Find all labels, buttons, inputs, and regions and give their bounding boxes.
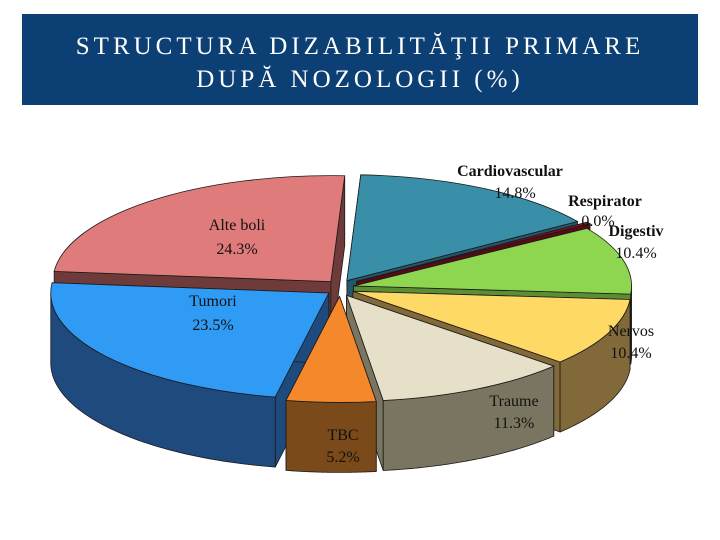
slice-label-name: Nervos — [608, 323, 654, 340]
slice-label-name: Cardiovascular — [457, 163, 563, 180]
pie-slice-top — [285, 295, 377, 403]
pie-slice-top — [345, 294, 555, 401]
slice-label-name: TBC — [327, 427, 358, 444]
chart-title-line-2: DUPĂ NOZOLOGII (%) — [196, 66, 524, 93]
chart-title-line-1: STRUCTURA DIZABILITĂŢII PRIMARE — [75, 33, 645, 60]
slice-label-value: 11.3% — [494, 415, 535, 432]
pie-slice-top — [353, 227, 632, 295]
slice-label-value: 24.3% — [216, 241, 257, 258]
slice-label-value: 23.5% — [192, 317, 233, 334]
slice-label-name: Digestiv — [608, 223, 663, 240]
pie-slice-top — [50, 282, 330, 398]
pie-slices — [50, 174, 632, 473]
pie-slice-top — [53, 175, 346, 283]
slice-label-value: 10.4% — [610, 345, 651, 362]
slice-label-name: Traume — [489, 393, 538, 410]
slice-label-name: Respirator — [568, 193, 642, 210]
slice-label-value: 5.2% — [326, 449, 359, 466]
pie-slice-tbc — [285, 295, 377, 473]
slice-label-value: 0.0% — [581, 213, 614, 230]
slice-label-value: 14.8% — [494, 185, 535, 202]
slice-label-value: 10.4% — [615, 245, 656, 262]
pie-slice-top — [352, 290, 631, 363]
slice-label-name: Alte boli — [209, 217, 266, 234]
pie-slice-top — [346, 174, 579, 282]
pie-labels: Cardiovascular 14.8% Respirator 0.0%Digesti… — [189, 163, 663, 466]
title-banner: STRUCTURA DIZABILITĂŢII PRIMARE DUPĂ NOZ… — [22, 14, 698, 105]
pie-slice-top — [356, 221, 592, 282]
slice-label-name: Tumori — [189, 293, 237, 310]
